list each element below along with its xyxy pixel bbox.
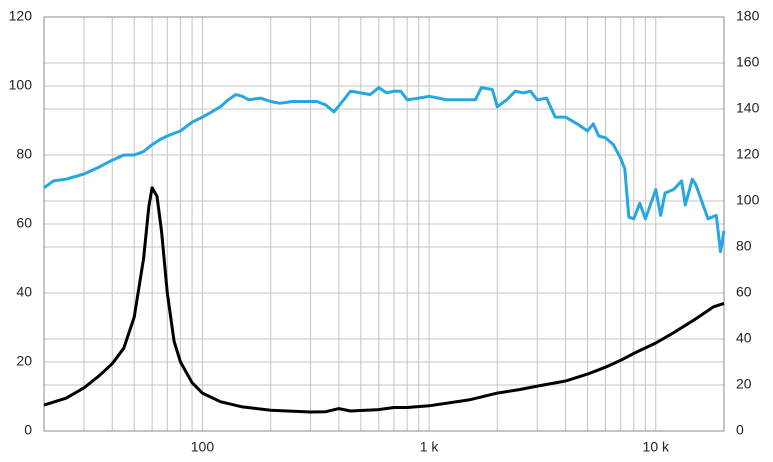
y2-tick-label: 0 bbox=[736, 422, 744, 438]
y-tick-label: 40 bbox=[16, 284, 32, 300]
y-tick-label: 100 bbox=[9, 77, 33, 93]
y2-tick-label: 120 bbox=[736, 146, 760, 162]
series-line bbox=[43, 186, 725, 414]
y-tick-label: 20 bbox=[16, 353, 32, 369]
y2-tick-label: 180 bbox=[736, 8, 760, 24]
y2-tick-label: 140 bbox=[736, 100, 760, 116]
y-tick-label: 60 bbox=[16, 215, 32, 231]
y2-tick-label: 40 bbox=[736, 330, 752, 346]
y2-tick-label: 80 bbox=[736, 238, 752, 254]
y2-tick-label: 100 bbox=[736, 192, 760, 208]
y-tick-label: 120 bbox=[9, 8, 33, 24]
x-tick-label: 1 k bbox=[420, 439, 440, 455]
plot-border bbox=[43, 16, 725, 432]
series-line bbox=[43, 86, 726, 254]
x-tick-label: 100 bbox=[191, 439, 215, 455]
y2-tick-label: 160 bbox=[736, 54, 760, 70]
x-tick-label: 10 k bbox=[643, 439, 670, 455]
y2-tick-label: 20 bbox=[736, 376, 752, 392]
y2-tick-label: 60 bbox=[736, 284, 752, 300]
y-tick-label: 80 bbox=[16, 146, 32, 162]
y-tick-label: 0 bbox=[24, 422, 32, 438]
